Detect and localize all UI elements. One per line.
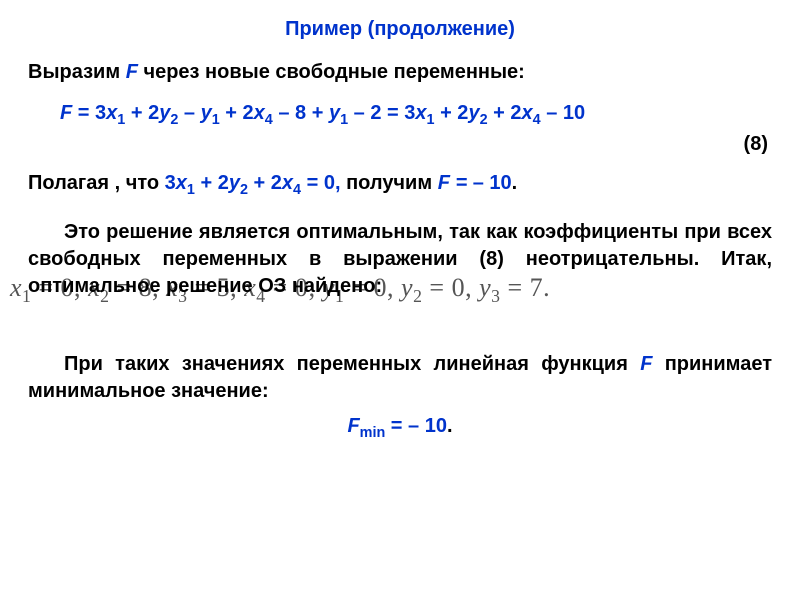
fmin-period: .: [447, 415, 453, 437]
assume-line: Полагая , что 3x1 + 2y2 + 2x4 = 0, получ…: [28, 170, 772, 197]
eq-v6: x: [415, 102, 426, 124]
eq-t4: + 2: [220, 102, 254, 124]
eq-t6: – 2 = 3: [348, 102, 415, 124]
intro-line: Выразим F через новые свободные переменн…: [28, 59, 772, 86]
eq-v5: y: [329, 102, 340, 124]
assume-mid: получим: [341, 172, 438, 194]
eq-sign: =: [72, 102, 95, 124]
ae-t4: = 0,: [301, 172, 340, 194]
eq-v1: x: [106, 102, 117, 124]
fmin-rhs: – 10: [408, 415, 447, 437]
eq-f: F: [60, 102, 72, 124]
eq-v8: x: [522, 102, 533, 124]
eq-t5: – 8 +: [273, 102, 329, 124]
intro-suffix: через новые свободные переменные:: [138, 61, 525, 83]
ar-lhs: F =: [438, 172, 473, 194]
ae-v2: y: [229, 172, 240, 194]
optimal-paragraph: Это решение является оптимальным, так ка…: [28, 219, 772, 300]
conclusion-paragraph: При таких значениях переменных линейная …: [28, 351, 772, 405]
eq-s5: 1: [340, 112, 348, 128]
eq-t1: 3: [95, 102, 106, 124]
fmin-sub: min: [360, 425, 386, 441]
assume-result: F = – 10: [438, 172, 512, 194]
ar-rhs: – 10: [473, 172, 512, 194]
assume-period: .: [512, 172, 518, 194]
eq-s6: 1: [427, 112, 435, 128]
eq-t3: –: [178, 102, 200, 124]
equation-8-number: (8): [28, 133, 772, 156]
eq-s4: 4: [265, 112, 273, 128]
assume-expr: 3x1 + 2y2 + 2x4 = 0,: [165, 172, 341, 194]
title-text: Пример (продолжение): [285, 18, 515, 40]
fmin-eq: =: [385, 415, 408, 437]
ae-s2: 2: [240, 182, 248, 198]
fmin-expr: Fmin = – 10: [347, 415, 447, 437]
ae-v3: x: [282, 172, 293, 194]
slide: Пример (продолжение) Выразим F через нов…: [0, 0, 800, 600]
eq-t7: + 2: [435, 102, 469, 124]
eq-t9: – 10: [541, 102, 585, 124]
eq-v2: y: [159, 102, 170, 124]
ae-t3: + 2: [248, 172, 282, 194]
eq-s8: 4: [533, 112, 541, 128]
ae-s3: 4: [293, 182, 301, 198]
ae-t2: + 2: [195, 172, 229, 194]
ae-v1: x: [176, 172, 187, 194]
eq-v4: x: [254, 102, 265, 124]
optimal-region: x1 = 0, x2 = 8, x3 = 5, x4 = 0; y1 = 0, …: [28, 219, 772, 317]
fmin-lhs: F: [347, 415, 359, 437]
eq-t8: + 2: [488, 102, 522, 124]
conclusion-prefix: При таких значениях переменных линейная …: [64, 353, 640, 375]
slide-title: Пример (продолжение): [28, 18, 772, 41]
eq-s3: 1: [212, 112, 220, 128]
fmin-line: Fmin = – 10.: [28, 415, 772, 438]
eq-t2: + 2: [125, 102, 159, 124]
eq-s7: 2: [480, 112, 488, 128]
intro-prefix: Выразим: [28, 61, 126, 83]
equation-8: F = 3x1 + 2y2 – y1 + 2x4 – 8 + y1 – 2 = …: [28, 100, 772, 127]
eq-v3: y: [201, 102, 212, 124]
ae-t1: 3: [165, 172, 176, 194]
ae-s1: 1: [187, 182, 195, 198]
assume-prefix: Полагая , что: [28, 172, 165, 194]
conclusion-f: F: [640, 353, 652, 375]
intro-f: F: [126, 61, 138, 83]
eq-v7: y: [468, 102, 479, 124]
